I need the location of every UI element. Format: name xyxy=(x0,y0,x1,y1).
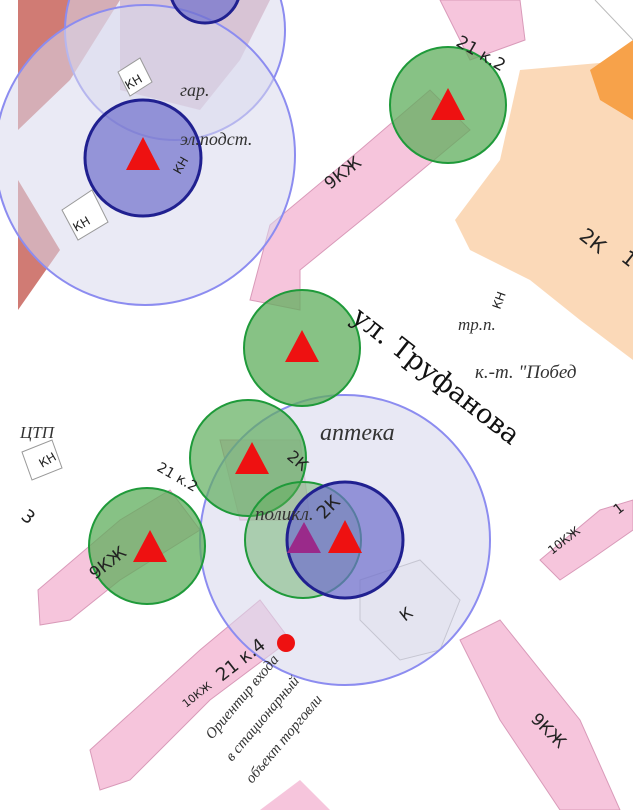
pink-building-bottom xyxy=(89,599,291,791)
triangle-marker-icon[interactable] xyxy=(133,530,167,562)
label-num-3: 3 xyxy=(17,505,39,529)
pink-building-top-right xyxy=(439,0,526,61)
triangle-marker-purple-icon[interactable] xyxy=(287,522,321,553)
triangle-marker-icon[interactable] xyxy=(126,137,160,170)
label-apteka: аптека xyxy=(320,420,395,446)
kn-box-1 xyxy=(117,57,153,97)
kn-box-ctp xyxy=(21,439,63,481)
label-kt-pobeda: к.-т. "Побед xyxy=(475,362,577,383)
label-gar: гар. xyxy=(180,80,210,100)
entrance-point-icon[interactable] xyxy=(277,634,295,652)
label-tp: тр.п. xyxy=(458,315,496,334)
label-kn-4: КН xyxy=(490,290,509,311)
road-edge-right xyxy=(594,0,633,41)
orange-building xyxy=(455,60,633,360)
kn-box-2 xyxy=(61,189,109,241)
triangle-marker-icon[interactable] xyxy=(328,520,362,553)
triangle-marker-icon[interactable] xyxy=(235,442,269,474)
triangle-marker-icon[interactable] xyxy=(285,330,319,362)
pink-building-footer xyxy=(260,780,330,810)
pink-building-right xyxy=(539,499,633,581)
label-ctp: ЦТП xyxy=(19,423,56,442)
kn-boxes xyxy=(61,57,153,241)
blue-zone-top xyxy=(170,0,240,25)
markers xyxy=(126,88,465,652)
triangle-marker-icon[interactable] xyxy=(431,88,465,120)
orange-building-dark xyxy=(590,40,633,120)
label-el-podst: эл.подст. xyxy=(180,129,252,149)
label-poliklin: поликл. xyxy=(255,504,314,525)
pink-building-bottom-right xyxy=(459,619,621,810)
